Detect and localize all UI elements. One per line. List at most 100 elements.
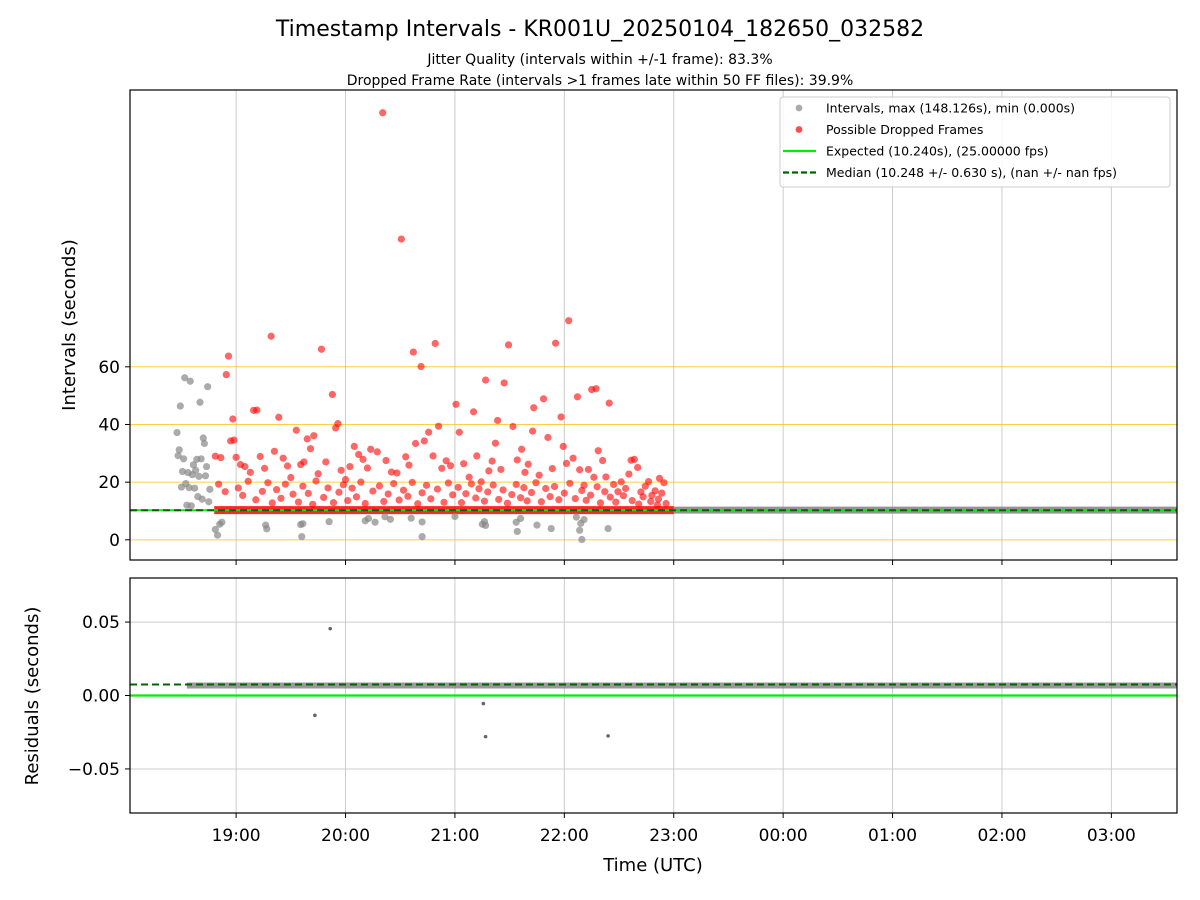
dropped-frame-point	[253, 406, 261, 414]
dropped-frame-point	[488, 457, 496, 465]
dropped-frame-point	[625, 470, 633, 478]
x-tick-label: 21:00	[430, 826, 479, 846]
dropped-frame-point	[409, 348, 417, 356]
dropped-frame-point	[355, 450, 363, 459]
dropped-frame-point	[584, 465, 593, 474]
dropped-frame-point	[444, 479, 452, 487]
interval-point	[218, 518, 226, 526]
dropped-frame-point	[523, 497, 531, 505]
dropped-frame-point	[520, 484, 528, 492]
dropped-frame-point	[527, 488, 536, 497]
interval-point	[407, 514, 415, 522]
interval-point	[189, 461, 198, 469]
interval-point	[299, 520, 307, 528]
dropped-frame-point	[555, 496, 563, 504]
dropped-frame-point	[596, 499, 605, 507]
dropped-frame-point	[264, 479, 272, 487]
dropped-frame-point	[324, 484, 332, 492]
interval-point	[190, 484, 199, 492]
dropped-frame-point	[339, 481, 347, 489]
dropped-frame-point	[606, 493, 614, 501]
dropped-frame-point	[446, 462, 455, 470]
dropped-frame-point	[260, 464, 269, 472]
dropped-frame-point	[550, 482, 559, 491]
dropped-frame-point	[224, 352, 233, 360]
chart-subtitle-jitter: Jitter Quality (intervals within +/-1 fr…	[426, 52, 772, 68]
dropped-frame-point	[537, 498, 545, 506]
dropped-frame-point	[465, 473, 473, 481]
dropped-frame-point	[594, 447, 602, 455]
residual-outlier-point	[483, 734, 488, 739]
dropped-frame-point	[346, 462, 354, 471]
interval-point	[187, 502, 195, 510]
interval-point	[572, 513, 580, 521]
dropped-frame-point	[328, 390, 336, 399]
dropped-frame-point	[429, 452, 437, 460]
dropped-frame-point	[612, 498, 620, 506]
dropped-frame-point	[442, 457, 450, 465]
dropped-frame-point	[404, 492, 412, 500]
residuals-y-axis-label: Residuals (seconds)	[22, 607, 43, 786]
dropped-frame-point	[569, 454, 577, 462]
dropped-frame-point	[509, 422, 517, 431]
dropped-frame-point	[304, 489, 312, 497]
dropped-frame-point	[639, 493, 647, 501]
dropped-frame-point	[562, 459, 571, 468]
dropped-frame-point	[493, 416, 502, 425]
dropped-frame-point	[551, 339, 560, 347]
dropped-frame-point	[357, 478, 365, 486]
dropped-frame-point	[329, 499, 338, 507]
dropped-frame-point	[211, 452, 219, 460]
dropped-frame-point	[217, 454, 225, 462]
interval-point	[199, 434, 207, 442]
dropped-frame-point	[335, 488, 343, 496]
dropped-frame-point	[241, 462, 249, 471]
dropped-frame-point	[557, 413, 565, 421]
dropped-frame-point	[452, 400, 460, 408]
interval-point	[181, 374, 189, 382]
dropped-frame-point	[408, 478, 416, 487]
dropped-frame-point	[532, 479, 540, 487]
dropped-frame-point	[504, 341, 513, 349]
dropped-frame-point	[397, 235, 405, 243]
y-tick-label: 20	[98, 473, 120, 493]
dropped-frame-point	[393, 469, 401, 477]
dropped-frame-point	[516, 494, 525, 502]
y-tick-label: 40	[98, 415, 120, 435]
x-axis-label: Time (UTC)	[602, 855, 703, 876]
dropped-frame-point	[433, 485, 442, 493]
dropped-frame-point	[382, 456, 390, 465]
dropped-frame-point	[337, 466, 345, 474]
dropped-frame-point	[614, 488, 622, 496]
interval-point	[186, 377, 194, 385]
dropped-frame-point	[573, 393, 582, 401]
interval-point	[325, 518, 333, 526]
dropped-frame-point	[411, 439, 420, 448]
interval-point	[578, 535, 586, 544]
interval-point	[418, 533, 426, 541]
interval-point	[204, 383, 212, 391]
y-tick-label: 0	[109, 531, 120, 551]
dropped-frame-point	[267, 332, 275, 340]
dropped-frame-point	[654, 495, 663, 503]
interval-point	[200, 439, 208, 448]
dropped-frame-point	[277, 494, 285, 502]
dropped-frame-point	[508, 490, 516, 499]
dropped-frame-point	[289, 490, 297, 498]
dropped-frame-point	[348, 484, 356, 492]
dropped-frame-point	[512, 480, 520, 489]
dropped-frame-point	[599, 456, 607, 465]
dropped-frame-point	[660, 479, 668, 487]
dropped-frame-point	[535, 471, 543, 479]
legend-marker	[795, 126, 803, 133]
legend: Intervals, max (148.126s), min (0.000s) P…	[779, 96, 1171, 188]
interval-point	[451, 512, 459, 521]
interval-point	[198, 495, 206, 503]
y-tick-label: −0.05	[68, 760, 120, 780]
dropped-frame-point	[601, 488, 609, 496]
dropped-frame-point	[312, 477, 320, 485]
dropped-frame-point	[332, 424, 340, 432]
dropped-frame-point	[586, 491, 595, 499]
chart-title: Timestamp Intervals - KR001U_20250104_18…	[275, 17, 924, 42]
x-tick-label: 20:00	[321, 826, 370, 846]
